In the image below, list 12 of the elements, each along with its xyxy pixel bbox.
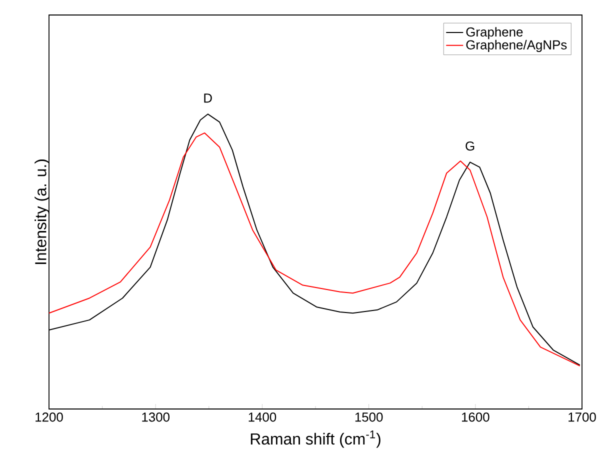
x-tick-label: 1500 (355, 412, 383, 422)
text: D (204, 94, 212, 103)
legend-label: Graphene/AgNPs (466, 40, 567, 52)
legend-label: Graphene (466, 27, 523, 40)
x-tick-label: 1400 (248, 412, 276, 422)
x-tick-label: 1600 (462, 412, 490, 422)
x-tick-label: 1200 (36, 412, 63, 422)
x-axis-title: Raman shift (cm$^{-1}$) (250, 430, 380, 448)
x-tick-label: 1300 (142, 412, 170, 422)
x-tick-label: 1700 (568, 412, 596, 422)
annotation: G (466, 141, 474, 151)
y-axis-title: Intensity (a. u.) (34, 160, 50, 264)
